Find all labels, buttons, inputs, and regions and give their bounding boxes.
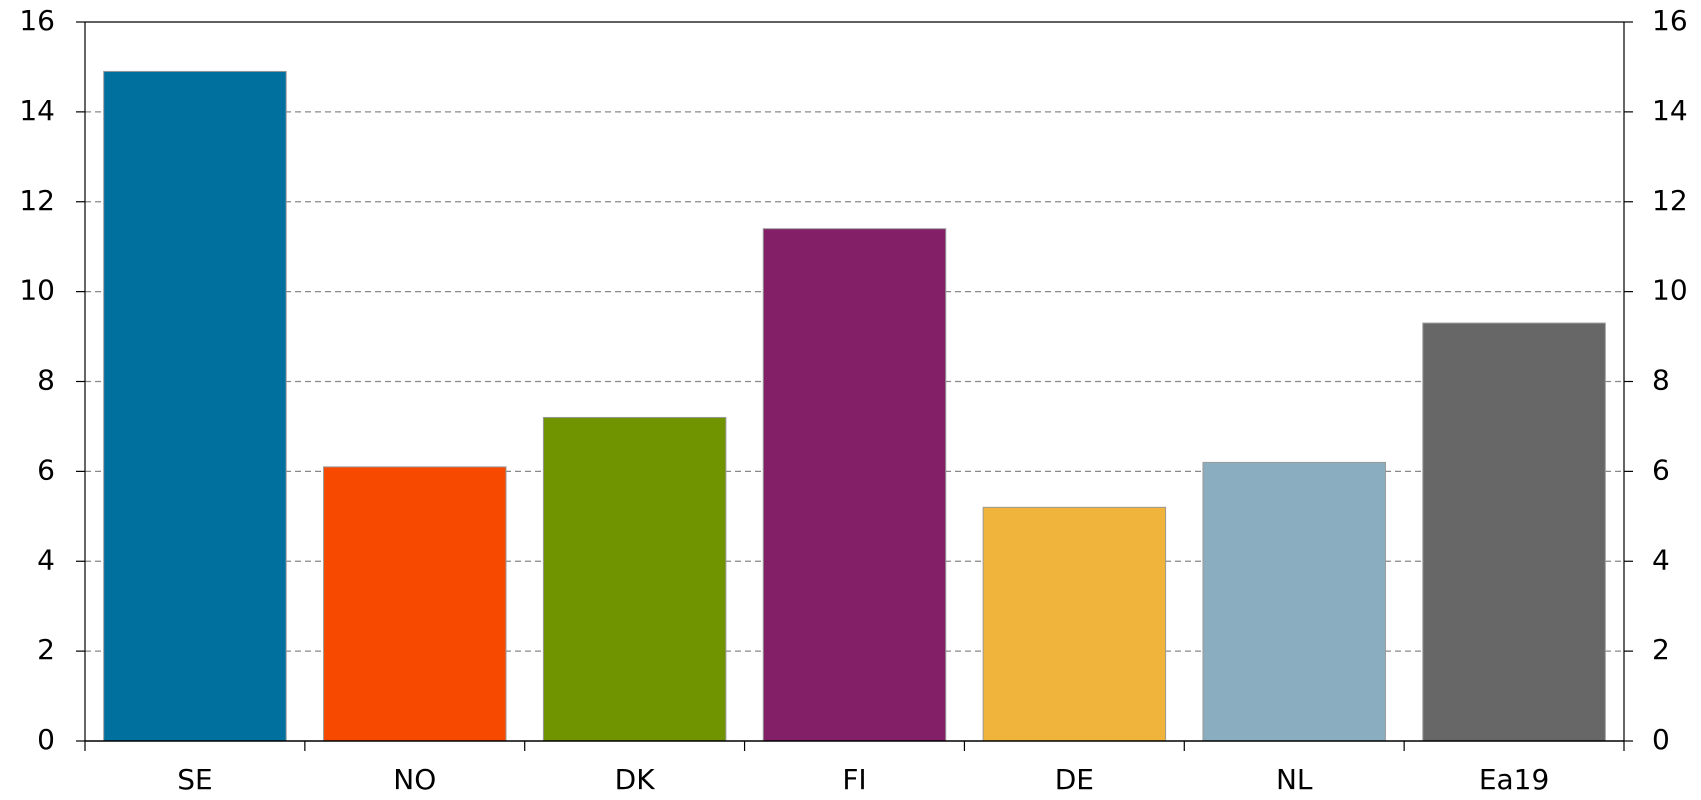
x-tick-label: NO xyxy=(393,763,436,796)
bar xyxy=(1202,461,1386,742)
y2-tick-label: 14 xyxy=(1652,94,1688,127)
y-tick-label: 4 xyxy=(37,543,55,576)
x-tick-label: DK xyxy=(615,763,656,796)
y2-tick-label: 0 xyxy=(1652,723,1670,756)
y2-tick-label: 4 xyxy=(1652,543,1670,576)
y-tick-label: 12 xyxy=(19,184,55,217)
x-tick-label: DE xyxy=(1055,763,1094,796)
bar xyxy=(103,70,287,742)
x-tick-label: FI xyxy=(842,763,866,796)
y2-tick-label: 8 xyxy=(1652,364,1670,397)
y-tick-label: 10 xyxy=(19,274,55,307)
y2-tick-label: 6 xyxy=(1652,453,1670,486)
y-tick-label: 14 xyxy=(19,94,55,127)
x-tick-label: Ea19 xyxy=(1479,763,1549,796)
y2-tick-label: 10 xyxy=(1652,274,1688,307)
x-tick-label: NL xyxy=(1276,763,1313,796)
bar xyxy=(982,506,1167,742)
x-tick-label: SE xyxy=(177,763,212,796)
bar xyxy=(542,416,727,742)
bar xyxy=(1422,322,1606,742)
y-tick-label: 16 xyxy=(19,4,55,37)
y-tick-label: 2 xyxy=(37,633,55,666)
bar xyxy=(323,466,507,742)
y-tick-label: 0 xyxy=(37,723,55,756)
y2-tick-label: 2 xyxy=(1652,633,1670,666)
y-tick-label: 8 xyxy=(37,364,55,397)
y2-tick-label: 12 xyxy=(1652,184,1688,217)
y2-tick-label: 16 xyxy=(1652,4,1688,37)
bar xyxy=(762,228,947,742)
y-tick-label: 6 xyxy=(37,453,55,486)
